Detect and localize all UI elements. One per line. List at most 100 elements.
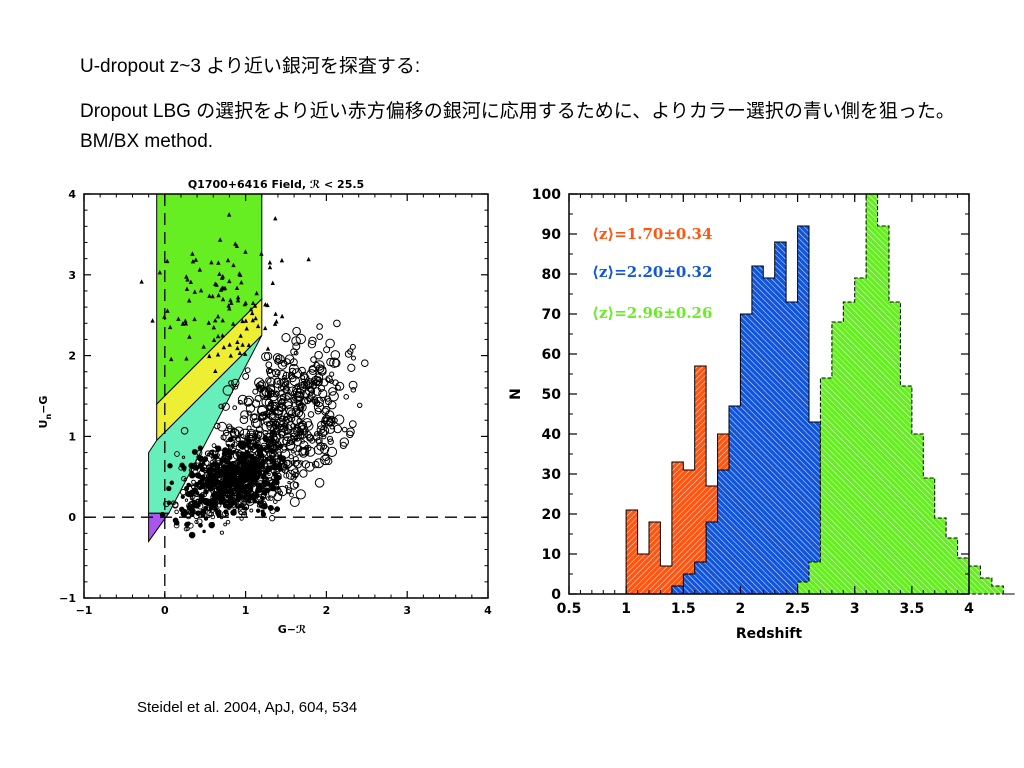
open-circle-point [318, 389, 328, 399]
dense-point [167, 463, 173, 469]
dense-point [233, 495, 238, 500]
open-circle-point [283, 387, 291, 395]
open-circle-point [308, 336, 317, 345]
dense-point [214, 470, 219, 476]
dense-point [269, 484, 276, 492]
open-circle-point [288, 439, 295, 446]
dense-point [264, 480, 271, 487]
open-circle-point [285, 405, 295, 415]
triangle-point [139, 279, 144, 284]
x-tick-label: −1 [76, 604, 93, 617]
dense-point [245, 438, 252, 444]
right-y-axis-label: N [508, 388, 524, 400]
dense-point [227, 445, 234, 451]
triangle-point [263, 325, 268, 331]
triangle-point [239, 279, 244, 285]
hist-x-tick-label: 4 [964, 601, 974, 617]
dense-point [259, 447, 265, 452]
open-circle-point [265, 409, 272, 416]
open-circle-point [222, 385, 234, 396]
open-circle-point [239, 415, 249, 425]
triangle-point [201, 344, 206, 349]
dense-point [211, 482, 217, 488]
triangle-point [213, 281, 218, 286]
triangle-point [221, 286, 226, 291]
hist-x-tick-label: 0.5 [557, 601, 582, 617]
dense-point [221, 497, 225, 502]
dense-point [247, 499, 252, 504]
open-circle-point [191, 479, 196, 485]
legend-entry-green: ⟨z⟩=2.96±0.26 [592, 304, 712, 322]
open-circle-point [295, 489, 306, 500]
triangle-point [216, 292, 221, 298]
open-circle-point [272, 368, 281, 378]
open-circle-point [286, 407, 296, 417]
triangle-point [219, 275, 225, 280]
open-circle-point [287, 386, 298, 397]
dense-point [231, 488, 236, 492]
dense-point [254, 462, 261, 469]
open-circle-point [344, 350, 353, 358]
dense-point [260, 460, 265, 466]
region-violet [148, 512, 170, 543]
open-circle-point [333, 319, 341, 328]
open-circle-point [324, 410, 335, 420]
hist-x-tick-label: 3.5 [899, 601, 924, 617]
open-circle-point [278, 431, 286, 438]
dense-point [219, 530, 224, 535]
open-circle-point [351, 355, 356, 361]
triangle-point [226, 212, 232, 217]
dense-point [263, 485, 267, 489]
open-circle-point [329, 371, 335, 377]
open-circle-point [267, 368, 273, 374]
zero-guides [84, 194, 488, 598]
open-circle-point [288, 374, 297, 383]
dense-point [205, 469, 209, 473]
triangle-point [207, 293, 212, 298]
triangle-point [213, 368, 218, 373]
dense-point [221, 510, 228, 517]
dense-point [180, 510, 187, 517]
triangle-point [230, 321, 236, 326]
dense-point [210, 495, 214, 499]
dense-point [238, 503, 244, 509]
open-circle-point [349, 343, 356, 350]
y-tick-label: 1 [68, 430, 76, 443]
open-circle-point [320, 442, 328, 450]
open-circle-point [285, 487, 292, 494]
triangle-point [211, 324, 216, 330]
triangle-point [229, 300, 234, 305]
open-circle-point [244, 367, 251, 374]
dense-point [231, 473, 235, 477]
triangle-point [216, 260, 221, 265]
dense-point [257, 467, 262, 472]
color-color-chart: −1 0 1 2 3 4 −1 0 1 2 3 4 Q1700+6416 Field, ℛ < 25.… [37, 178, 492, 636]
dense-point [271, 462, 278, 469]
open-circle-point [333, 424, 343, 434]
open-circle-point [324, 457, 333, 466]
dense-point [282, 463, 289, 469]
dense-point [229, 476, 235, 483]
open-circle-point [255, 426, 263, 434]
open-circle-point [331, 417, 338, 424]
open-circle-point [289, 481, 299, 490]
dense-point [277, 451, 282, 456]
dense-point [200, 508, 207, 516]
dense-point [202, 529, 206, 534]
hist-y-tick-label: 80 [542, 267, 562, 283]
dense-point [233, 501, 238, 506]
dense-point [261, 502, 268, 510]
triangle-point [215, 333, 221, 339]
open-circle-point [299, 371, 308, 381]
dense-point [169, 480, 175, 486]
triangle-point [220, 318, 225, 323]
triangle-point [167, 324, 173, 330]
open-circle-point [243, 395, 254, 406]
dense-point [239, 496, 244, 500]
dense-point [253, 478, 258, 483]
dense-point [275, 468, 279, 473]
open-circle-point [329, 379, 335, 384]
open-circle-point [213, 422, 221, 430]
dense-point [266, 496, 271, 501]
open-circle-point [280, 360, 288, 367]
